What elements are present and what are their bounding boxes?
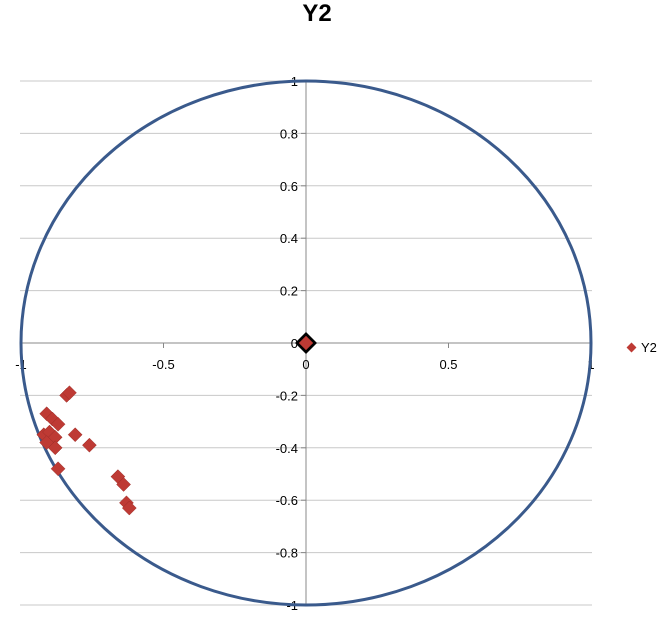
x-tick-label: -0.5 xyxy=(152,357,174,372)
legend-marker-icon xyxy=(626,342,637,353)
data-point xyxy=(298,335,314,351)
y-tick-label: 0.6 xyxy=(280,179,298,194)
data-point xyxy=(47,440,63,456)
y-tick-label: 0.2 xyxy=(280,284,298,299)
y-tick-label: -0.6 xyxy=(276,493,298,508)
data-point xyxy=(116,477,131,492)
y-tick-label: 0.4 xyxy=(280,231,298,246)
y-tick-label: 0.8 xyxy=(280,126,298,141)
y-tick-label: -0.8 xyxy=(276,546,298,561)
chart-title: Y2 xyxy=(302,0,332,27)
unit-circle xyxy=(19,79,593,607)
y-tick-label: -0.2 xyxy=(276,388,298,403)
x-tick-label: 0.5 xyxy=(439,357,457,372)
data-point xyxy=(67,427,83,443)
data-point xyxy=(50,416,66,432)
data-point xyxy=(50,461,66,477)
y-tick-label: 0 xyxy=(291,336,298,351)
legend-label: Y2 xyxy=(641,340,657,355)
legend: Y2 xyxy=(626,340,657,355)
y-tick-label: -0.4 xyxy=(276,441,298,456)
x-tick-label: 0 xyxy=(302,357,309,372)
data-point xyxy=(82,437,97,453)
data-point xyxy=(121,500,137,516)
data-point xyxy=(62,385,77,401)
